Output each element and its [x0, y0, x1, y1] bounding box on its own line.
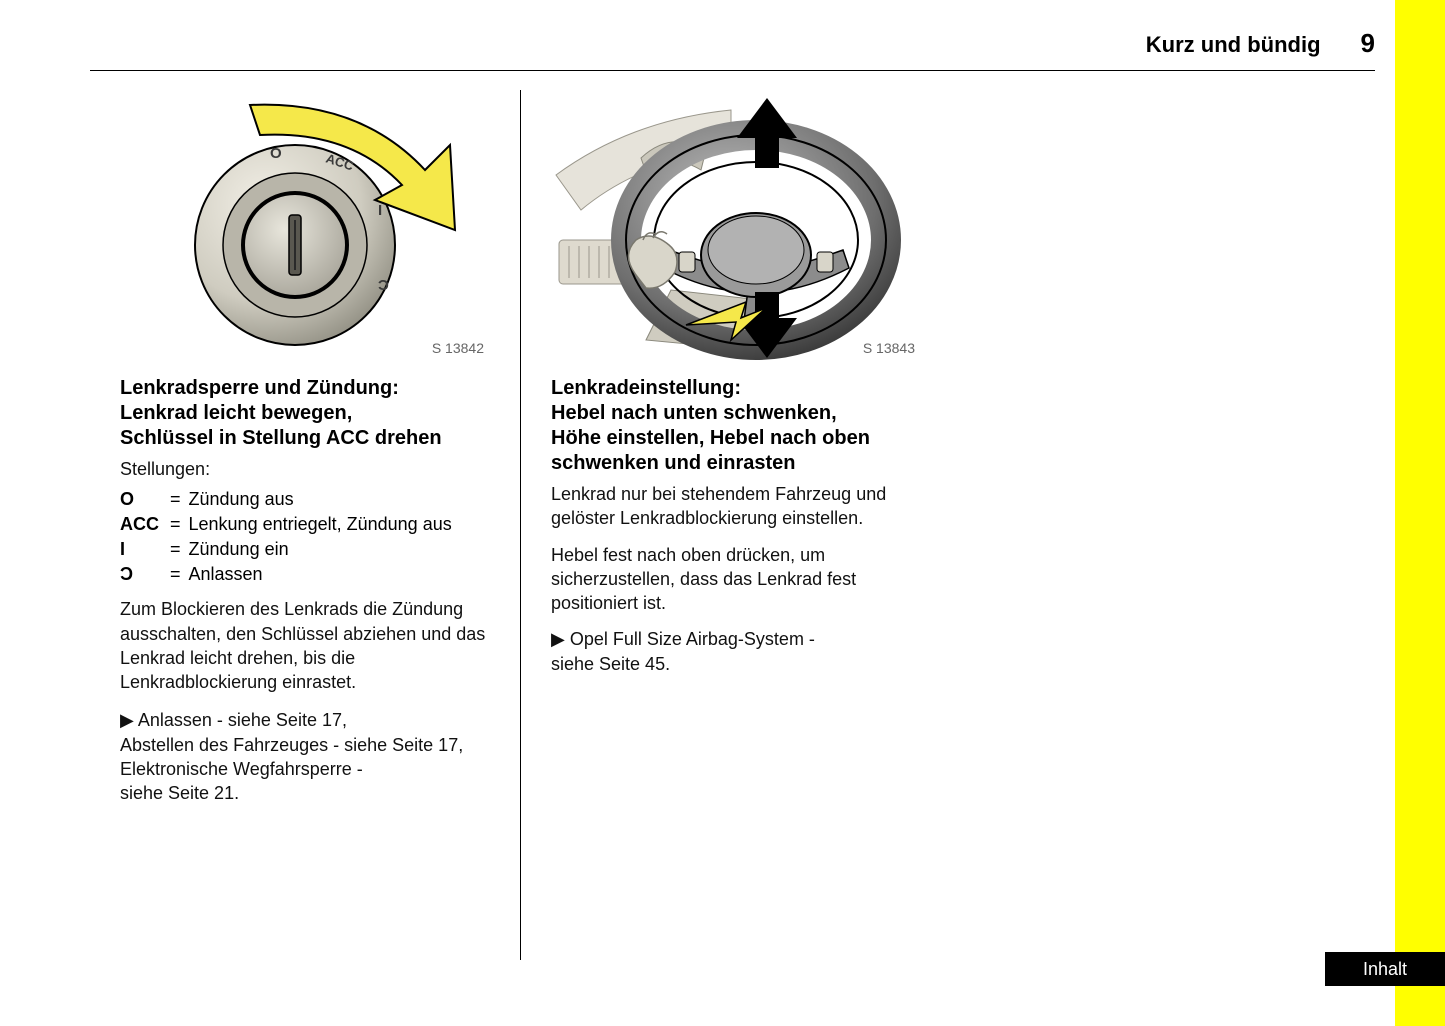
section-title: Kurz und bündig	[1146, 32, 1321, 58]
figure-ignition-lock: O ACC I Ɔ S 13842	[120, 90, 490, 360]
table-row: I = Zündung ein	[120, 537, 460, 562]
svg-text:I: I	[378, 202, 382, 219]
page-root: Kurz und bündig 9	[0, 0, 1445, 1026]
content-columns: O ACC I Ɔ S 13842 Lenkradsperre und Zünd…	[90, 90, 1090, 960]
pos-equals: =	[170, 562, 189, 587]
col1-para-1: Zum Blockieren des Lenkrads die Zündung …	[120, 597, 490, 694]
pos-desc: Zündung aus	[189, 487, 460, 512]
col1-heading: Lenkradsperre und Zündung: Lenkrad leich…	[120, 376, 490, 451]
svg-text:O: O	[270, 145, 282, 162]
svg-text:Ɔ: Ɔ	[378, 277, 389, 294]
pos-equals: =	[170, 512, 189, 537]
pos-equals: =	[170, 487, 189, 512]
col2-para-2: Hebel fest nach oben drücken, um sicherz…	[551, 543, 920, 616]
pos-desc: Lenkung entriegelt, Zündung aus	[189, 512, 460, 537]
inhalt-label: Inhalt	[1363, 959, 1407, 980]
page-header: Kurz und bündig 9	[90, 28, 1375, 59]
figure-steering-wheel: S 13843	[551, 90, 921, 360]
pos-desc: Anlassen	[189, 562, 460, 587]
table-row: Ɔ = Anlassen	[120, 562, 460, 587]
col2-para-3: ▶ Opel Full Size Airbag-System - siehe S…	[551, 627, 920, 676]
pos-equals: =	[170, 537, 189, 562]
steering-wheel-illustration	[551, 90, 921, 360]
col1-subhead: Stellungen:	[120, 457, 490, 481]
ignition-positions-table: O = Zündung aus ACC = Lenkung entriegelt…	[120, 487, 460, 587]
page-number: 9	[1361, 28, 1375, 59]
col1-para-2: ▶ Anlassen - siehe Seite 17, Abstellen d…	[120, 708, 490, 805]
column-2: S 13843 Lenkradeinstellung: Hebel nach u…	[520, 90, 950, 960]
pos-symbol: I	[120, 537, 170, 562]
pos-symbol: Ɔ	[120, 562, 170, 587]
ignition-lock-illustration: O ACC I Ɔ	[120, 90, 490, 360]
col2-para-1: Lenkrad nur bei stehendem Fahrzeug und g…	[551, 482, 920, 531]
pos-symbol: ACC	[120, 512, 170, 537]
pos-desc: Zündung ein	[189, 537, 460, 562]
column-1: O ACC I Ɔ S 13842 Lenkradsperre und Zünd…	[90, 90, 520, 960]
table-row: O = Zündung aus	[120, 487, 460, 512]
yellow-edge-bar	[1395, 0, 1445, 1026]
inhalt-tab[interactable]: Inhalt	[1325, 952, 1445, 986]
table-row: ACC = Lenkung entriegelt, Zündung aus	[120, 512, 460, 537]
figure-id-1: S 13842	[432, 340, 484, 356]
pos-symbol: O	[120, 487, 170, 512]
header-rule	[90, 70, 1375, 71]
figure-id-2: S 13843	[863, 340, 915, 356]
col2-heading: Lenkradeinstellung: Hebel nach unten sch…	[551, 376, 920, 476]
